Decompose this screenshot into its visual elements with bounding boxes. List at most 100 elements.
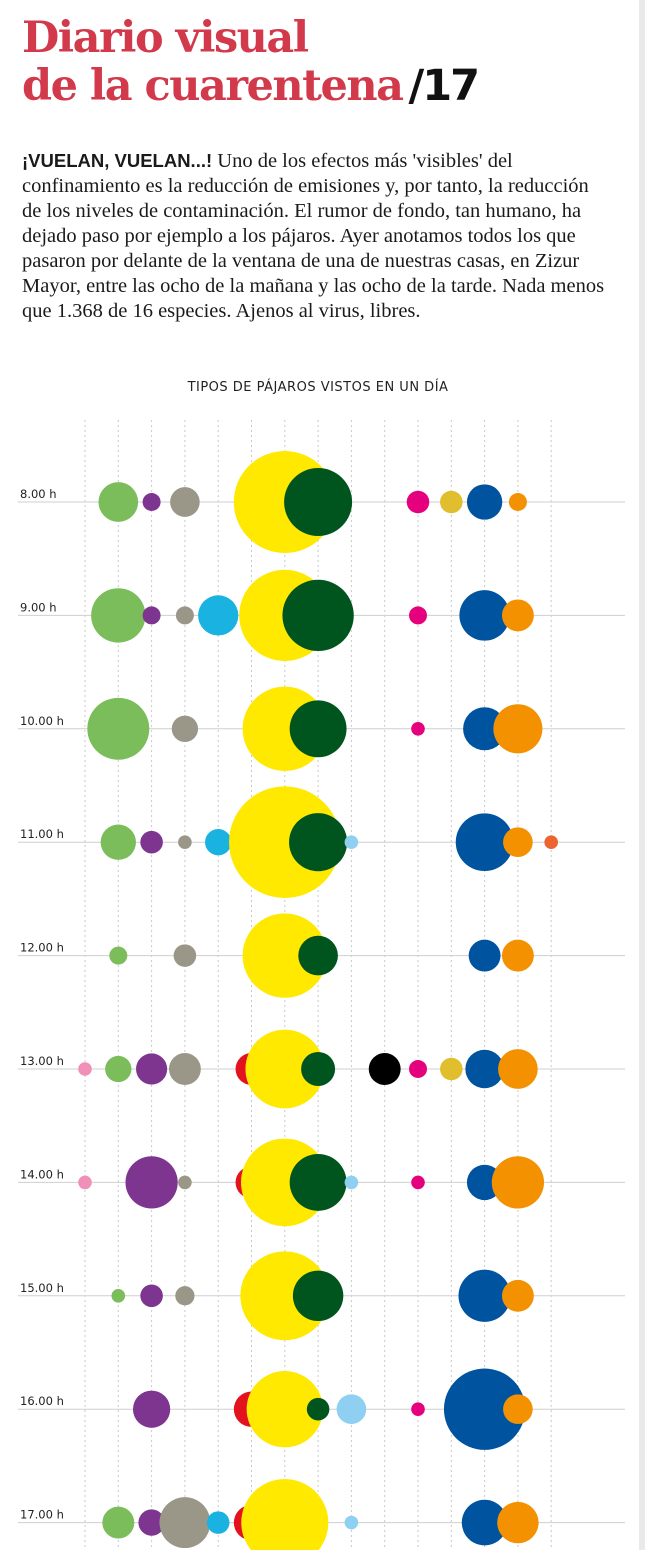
issue-number: /17 (408, 61, 481, 111)
hour-label: 13.00 h (20, 1054, 64, 1068)
page-title: Diario visual de la cuarentena/17 (22, 13, 481, 111)
bird-bubble (409, 606, 427, 625)
hour-label: 15.00 h (20, 1281, 64, 1295)
bird-bubble (292, 1270, 344, 1322)
hour-label: 10.00 h (20, 714, 64, 728)
bird-bubble (284, 468, 353, 536)
bird-bubble (544, 835, 558, 849)
bird-bubble (411, 1402, 425, 1416)
hour-label: 11.00 h (20, 827, 64, 841)
bird-bubble (241, 1479, 329, 1550)
bird-bubble (298, 935, 338, 976)
bird-bubble (289, 813, 348, 872)
bird-bubble (497, 1501, 539, 1544)
bird-bubble (411, 722, 425, 736)
bird-bubble (409, 1060, 427, 1078)
bird-bubble (173, 944, 197, 967)
bird-bubble (455, 813, 514, 872)
bird-bubble (91, 588, 146, 643)
bird-bubble (406, 490, 430, 514)
bird-bubble (140, 1284, 163, 1308)
bird-bubble (178, 1175, 192, 1190)
bird-bubble (463, 707, 507, 751)
hour-labels: 8.00 h 9.00 h 10.00 h 11.00 h 12.00 h 13.00 h… (20, 487, 64, 1522)
hour-label: 16.00 h (20, 1394, 64, 1408)
bubble-chart: 8.00 h 9.00 h 10.00 h 11.00 h 12.00 h 13.00 h… (18, 420, 625, 1550)
bird-bubble (498, 1049, 538, 1089)
bird-bubble (100, 824, 136, 860)
bird-bubble (205, 829, 232, 856)
bird-bubble (142, 493, 161, 511)
hour-label: 14.00 h (20, 1167, 64, 1181)
bird-bubble (206, 1511, 230, 1534)
bird-bubble (132, 1390, 171, 1428)
bird-bubble (175, 606, 194, 625)
bird-bubble (344, 1515, 359, 1530)
bird-bubble (78, 1175, 92, 1190)
bird-bubble (140, 830, 163, 854)
bird-bubble (344, 835, 359, 849)
intro-text: ¡VUELAN, VUELAN...! Uno de los efectos m… (22, 148, 612, 324)
bird-bubble (245, 1029, 325, 1109)
bird-bubble (105, 1055, 132, 1083)
hour-lines (18, 501, 625, 1524)
hour-label: 8.00 h (20, 487, 57, 501)
bird-bubble (142, 606, 161, 625)
intro-kicker: ¡VUELAN, VUELAN...! (22, 150, 213, 171)
bird-bubble (282, 579, 354, 652)
bird-bubble (87, 697, 150, 760)
bird-bubble (440, 490, 463, 514)
bird-bubble (459, 590, 510, 641)
bird-bubble (344, 1175, 359, 1190)
bird-bubble (493, 704, 543, 754)
bird-bubble (306, 1397, 330, 1421)
bird-bubble (246, 1371, 323, 1448)
bird-bubble (508, 493, 527, 511)
bird-bubble (171, 715, 199, 742)
hour-label: 9.00 h (20, 600, 57, 614)
bird-bubble (458, 1269, 511, 1322)
title-line1: Diario visual (22, 13, 309, 63)
bird-bubble (503, 1394, 533, 1425)
bird-bubble (242, 913, 327, 998)
bird-bubble (501, 939, 534, 972)
bird-bubble (78, 1062, 92, 1076)
bird-bubble (465, 1049, 504, 1089)
page-edge (639, 0, 645, 1550)
hour-label: 12.00 h (20, 941, 64, 955)
bird-bubble (102, 1506, 135, 1539)
bird-bubble (159, 1497, 211, 1549)
bird-bubble (466, 484, 503, 520)
bird-bubble (138, 1509, 165, 1536)
bird-bubble (289, 1153, 347, 1211)
bird-bubble (168, 1053, 201, 1085)
bird-bubble (468, 939, 501, 972)
bird-bubble (111, 1289, 126, 1303)
bird-bubble (503, 827, 533, 858)
bird-bubble (368, 1053, 401, 1085)
bird-bubble (125, 1156, 178, 1209)
intro-body: Uno de los efectos más 'visibles' del co… (22, 150, 605, 322)
bird-bubble (109, 946, 128, 965)
bird-bubble (198, 595, 239, 636)
bird-bubble (289, 700, 347, 758)
bubbles (78, 451, 558, 1550)
bird-bubble (175, 1286, 195, 1306)
bird-bubble (336, 1394, 367, 1425)
hour-label: 17.00 h (20, 1508, 64, 1522)
bird-bubble (411, 1175, 425, 1190)
bird-bubble (178, 835, 192, 849)
title-line2: de la cuarentena (22, 61, 404, 111)
bird-bubble (136, 1053, 168, 1085)
bird-bubble (443, 1368, 526, 1450)
bird-bubble (301, 1052, 336, 1086)
bird-bubble (461, 1499, 508, 1546)
bird-bubble (501, 1279, 534, 1312)
vertical-gridlines (84, 420, 552, 1550)
bird-bubble (98, 482, 139, 522)
bird-bubble (501, 599, 534, 632)
chart-title: TIPOS DE PÁJAROS VISTOS EN UN DÍA (187, 380, 449, 395)
bird-bubble (170, 487, 200, 517)
bird-bubble (440, 1057, 463, 1081)
